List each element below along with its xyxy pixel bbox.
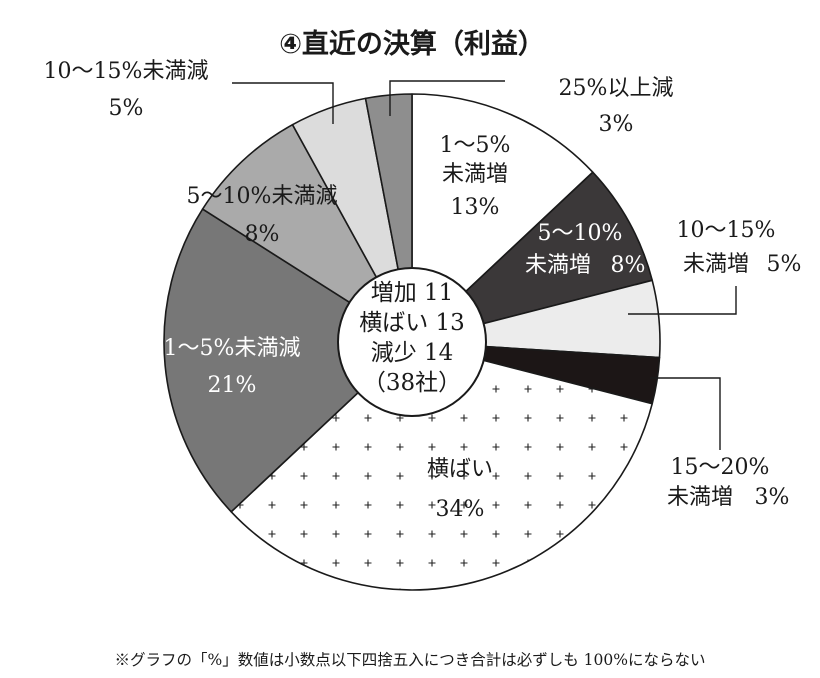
- center-line-increase: 増加 11: [371, 280, 454, 306]
- label-1-5pct-increase-pct: 13%: [451, 195, 500, 220]
- label-10-15pct-decrease-pct: 5%: [109, 96, 144, 121]
- label-15-20pct-increase-line2: 未満増: [667, 485, 733, 510]
- leader-line-15-20pct-increase: [650, 377, 721, 450]
- center-summary: 増加 11 横ばい 13 減少 14 （38社）: [337, 267, 487, 417]
- label-25pct-plus-decrease: 25%以上減: [559, 76, 674, 101]
- label-5-10pct-increase-line2: 未満増: [525, 253, 591, 278]
- slice-labels: 1～5% 未満増 13% 5～10% 未満増 8% 10～15% 未満増 5% …: [44, 59, 802, 522]
- center-hole: [337, 267, 487, 417]
- center-line-flat: 横ばい 13: [359, 310, 465, 336]
- center-line-total: （38社）: [363, 370, 461, 396]
- leader-line-25pct-plus-decrease: [389, 80, 505, 116]
- label-flat: 横ばい: [427, 457, 493, 482]
- label-1-5pct-decrease-pct: 21%: [208, 373, 257, 398]
- label-10-15pct-increase-pct: 5%: [767, 252, 802, 277]
- label-10-15pct-increase-line1: 10～15%: [677, 218, 776, 243]
- label-flat-pct: 34%: [436, 497, 485, 522]
- label-15-20pct-increase-line1: 15～20%: [671, 455, 770, 480]
- pie-slice-5-10pct-decrease: [201, 123, 413, 343]
- center-line-decrease: 減少 14: [371, 340, 454, 366]
- label-1-5pct-decrease: 1～5%未満減: [164, 336, 301, 361]
- pie-slice-flat: [230, 341, 654, 591]
- leader-line-10-15pct-increase: [628, 286, 737, 315]
- label-15-20pct-increase-pct: 3%: [755, 485, 790, 510]
- leader-line-10-15pct-decrease: [232, 82, 334, 124]
- pie-slice-1-5pct-decrease: [163, 208, 413, 513]
- chart-title: ④直近の決算（利益）: [279, 28, 545, 60]
- label-10-15pct-decrease: 10～15%未満減: [44, 59, 209, 84]
- label-5-10pct-increase-pct: 8%: [611, 253, 646, 278]
- pie-slice-1-5pct-increase: [411, 93, 594, 343]
- label-1-5pct-increase-line2: 未満増: [442, 162, 508, 187]
- label-5-10pct-decrease-pct: 8%: [245, 222, 280, 247]
- label-25pct-plus-decrease-pct: 3%: [599, 112, 634, 137]
- footnote: ※グラフの「%」数値は小数点以下四捨五入につき合計は必ずしも 100%にならない: [115, 651, 706, 669]
- label-5-10pct-increase-line1: 5～10%: [538, 221, 623, 246]
- label-5-10pct-decrease: 5～10%未満減: [187, 184, 338, 209]
- label-1-5pct-increase-line1: 1～5%: [440, 133, 511, 158]
- label-10-15pct-increase-line2: 未満増: [683, 252, 749, 277]
- leader-lines: [232, 80, 737, 450]
